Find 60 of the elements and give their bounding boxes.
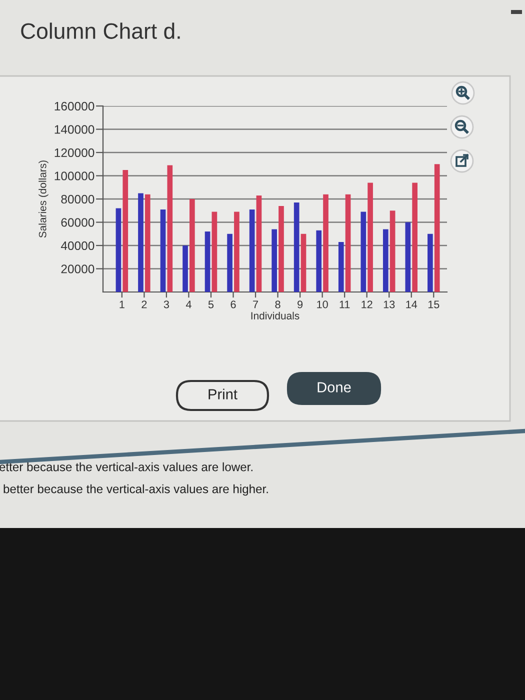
y-tick-label: 60000 [61, 218, 94, 227]
bar [182, 246, 188, 292]
bar [405, 222, 411, 292]
bar [323, 194, 328, 292]
bar [412, 182, 418, 292]
chart-title: Column Chart d. [21, 22, 180, 39]
x-tick-label: 6 [230, 300, 236, 308]
x-tick-label: 14 [406, 300, 418, 308]
x-tick-label: 8 [275, 300, 280, 308]
bar [382, 229, 388, 292]
text: Print [208, 388, 238, 400]
x-tick-label: 12 [362, 300, 372, 308]
bar [256, 196, 262, 292]
bar [316, 230, 322, 292]
y-tick-label: 80000 [61, 194, 94, 204]
y-tick-label: 160000 [54, 102, 94, 111]
bar [428, 234, 433, 292]
x-tick-label: 10 [317, 300, 328, 308]
text: better because the vertical-axis values are higher. [4, 484, 268, 496]
x-tick-label: 11 [340, 300, 350, 308]
bar [212, 212, 218, 292]
bar [167, 165, 173, 292]
x-tick-label: 13 [384, 300, 395, 308]
y-tick-label: 140000 [54, 125, 94, 134]
y-axis-title: Salaries (dollars) [38, 160, 48, 238]
y-tick-label: 100000 [54, 172, 94, 180]
y-tick-label: 20000 [61, 264, 94, 274]
bar [122, 170, 128, 292]
bar [160, 209, 166, 292]
bar [278, 206, 284, 292]
x-tick-label: 7 [253, 300, 258, 308]
bar [204, 232, 210, 292]
y-tick-label: 120000 [54, 148, 94, 158]
x-axis-title: Individuals [251, 312, 300, 320]
x-tick-label: 4 [186, 300, 192, 308]
bar [300, 234, 306, 292]
bar [227, 234, 232, 292]
bar [138, 193, 144, 292]
text: etter because the vertical-axis values are lower. [0, 462, 252, 472]
x-tick-label: 3 [164, 300, 169, 308]
bar [190, 199, 195, 292]
text: Done [318, 382, 351, 392]
bar [338, 242, 344, 292]
x-tick-label: 9 [298, 300, 303, 308]
bar [272, 229, 278, 292]
bar [294, 202, 300, 292]
x-tick-label: 15 [428, 300, 440, 308]
bar [390, 210, 396, 292]
x-tick-label: 1 [120, 300, 124, 308]
bar [249, 209, 255, 292]
bar [434, 164, 440, 292]
x-tick-label: 5 [208, 300, 214, 308]
bar [144, 194, 150, 292]
bar [345, 194, 351, 292]
x-tick-label: 2 [142, 300, 147, 308]
bar [234, 212, 240, 292]
bar [360, 212, 366, 292]
bar [368, 182, 373, 292]
bar [116, 208, 122, 292]
y-tick-label: 40000 [60, 241, 94, 250]
